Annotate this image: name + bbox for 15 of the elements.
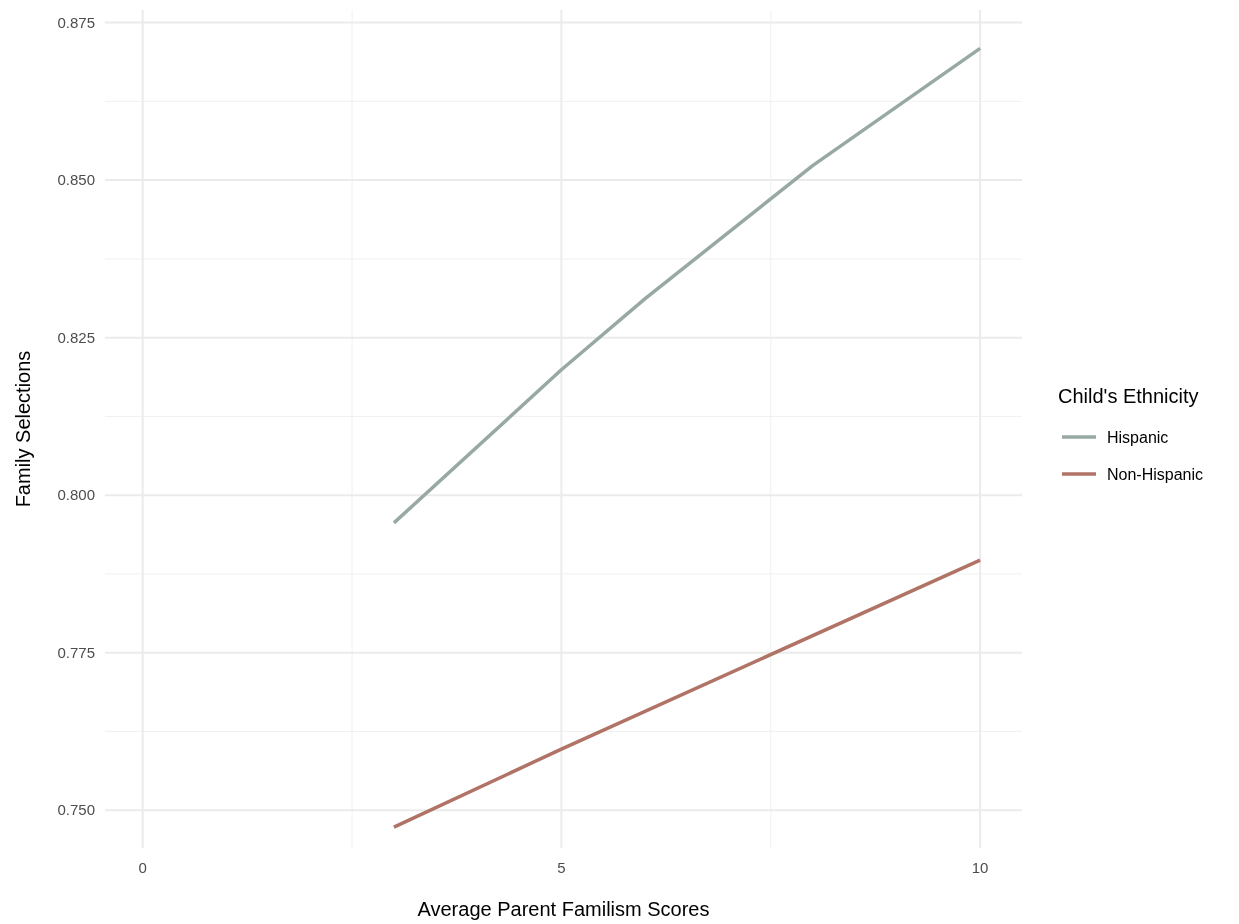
y-tick-label: 0.775	[57, 643, 95, 661]
x-tick-label: 0	[138, 859, 147, 876]
legend-label: Hispanic	[1107, 428, 1169, 446]
y-axis-title: Family Selections	[12, 350, 34, 508]
y-tick-label: 0.800	[57, 486, 95, 504]
y-tick-label: 0.850	[57, 171, 95, 189]
x-tick-label: 10	[971, 859, 989, 876]
legend-label: Non-Hispanic	[1107, 465, 1204, 483]
x-tick-label: 5	[557, 859, 566, 876]
y-tick-label: 0.875	[57, 13, 95, 31]
line-series	[392, 46, 982, 525]
y-tick-label: 0.825	[57, 328, 95, 346]
legend-title: Child's Ethnicity	[1058, 385, 1199, 407]
x-axis-title: Average Parent Familism Scores	[417, 898, 710, 920]
y-tick-label: 0.750	[57, 801, 95, 819]
